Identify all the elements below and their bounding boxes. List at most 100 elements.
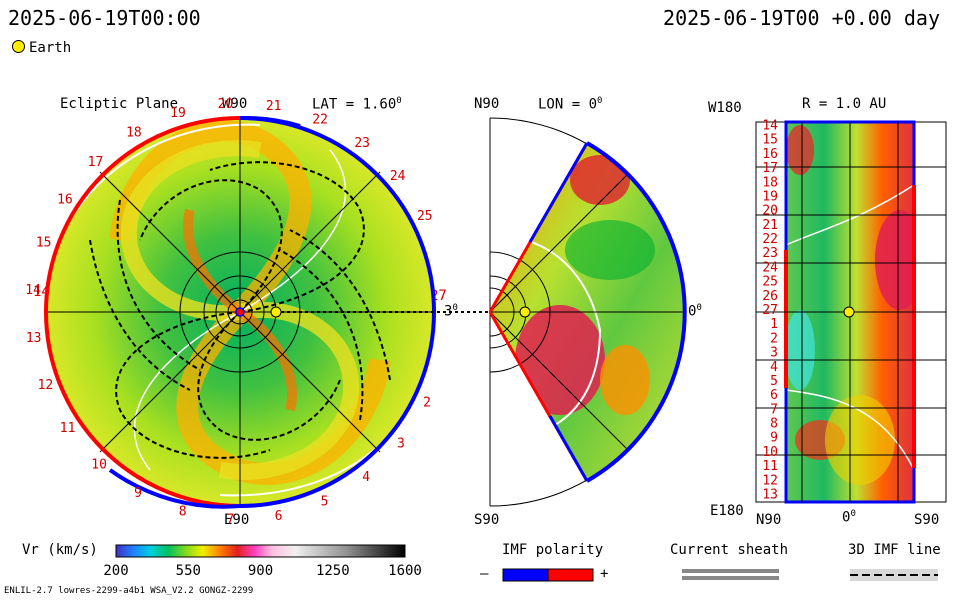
radial-tick-25: 25 <box>762 275 778 290</box>
colorbar-tick-1600: 1600 <box>388 563 422 579</box>
radial-tick-5: 5 <box>770 374 778 389</box>
ecliptic-tick-10: 10 <box>91 458 107 473</box>
imf-line-title: 3D IMF line <box>848 542 941 558</box>
ecliptic-tick-19: 19 <box>170 106 186 121</box>
ecliptic-tick-7: 7 <box>226 512 234 527</box>
imf-polarity-plus: + <box>600 566 609 582</box>
radial-tick-9: 9 <box>770 431 778 446</box>
meridional-top-label: N90 <box>474 96 500 112</box>
colorbar-tick-900: 900 <box>248 563 273 579</box>
ecliptic-spiral-bands <box>59 120 421 497</box>
ecliptic-tick-24: 24 <box>390 169 406 184</box>
colorbar-tick-550: 550 <box>176 563 201 579</box>
radial-tick-7: 7 <box>770 402 778 417</box>
ecliptic-tick-12: 12 <box>38 378 54 393</box>
ecliptic-polarity-arc-positive <box>43 116 241 508</box>
radial-tick-2: 2 <box>770 331 778 346</box>
colorbar-tick-200: 200 <box>103 563 128 579</box>
radial-x-tick-n90: N90 <box>756 512 782 528</box>
radial-tick-16: 16 <box>762 147 778 162</box>
ecliptic-tick-13: 13 <box>26 331 42 346</box>
radial-tick-18: 18 <box>762 175 778 190</box>
radial-tick-23: 23 <box>762 246 778 261</box>
radial-tick-10: 10 <box>762 445 778 460</box>
ecliptic-tick-8: 8 <box>179 505 187 520</box>
vr-colorbar: 200 550 900 1250 1600 <box>103 544 422 579</box>
radial-x-tick-s90: S90 <box>914 512 940 528</box>
imf-polarity-minus: – <box>480 566 489 582</box>
radial-grid <box>756 122 946 502</box>
radial-tick-6: 6 <box>770 388 778 403</box>
radial-tick-21: 21 <box>762 218 778 233</box>
radial-bottom-label: E180 <box>710 503 744 519</box>
radial-tick-12: 12 <box>762 473 778 488</box>
left-timestamp: 2025-06-19T00:00 <box>8 6 201 30</box>
imf-line-legend <box>850 569 938 581</box>
imf-polarity-legend <box>502 568 594 582</box>
radial-tick-17: 17 <box>762 161 778 176</box>
radial-tick-20: 20 <box>762 204 778 219</box>
earth-radial-marker-icon <box>843 306 855 318</box>
ecliptic-tick-18: 18 <box>126 126 142 141</box>
radial-tick-11: 11 <box>762 459 778 474</box>
ecliptic-right-marker: 30 <box>444 303 458 320</box>
meridional-polarity-arc <box>586 141 687 483</box>
ecliptic-lat-label: LAT = 1.600 <box>312 96 402 113</box>
ecliptic-tick-4: 4 <box>362 470 370 485</box>
current-sheath-title: Current sheath <box>670 542 789 558</box>
radial-tick-26: 26 <box>762 289 778 304</box>
ecliptic-tick-15: 15 <box>36 236 52 251</box>
ecliptic-tick-22: 22 <box>312 113 328 128</box>
radial-tick-15: 15 <box>762 133 778 148</box>
ecliptic-title: Ecliptic Plane <box>60 96 179 112</box>
radial-panel: 1415161718192021222324252627123456789101… <box>755 119 947 504</box>
ecliptic-bottom-label: E90 <box>224 512 250 528</box>
ecliptic-tick-17: 17 <box>88 155 104 170</box>
radial-x-tick-0: 00 <box>842 509 856 526</box>
radial-tick-4: 4 <box>770 360 778 375</box>
radial-tick-1: 1 <box>770 317 778 332</box>
meridional-right-label: 00 <box>688 303 702 320</box>
ecliptic-tick-5: 5 <box>321 495 329 510</box>
ecliptic-tick-6: 6 <box>275 509 283 524</box>
earth-ecliptic-marker-icon <box>270 306 282 318</box>
ecliptic-tick-23: 23 <box>354 136 370 151</box>
ecliptic-tick-2: 2 <box>423 396 431 411</box>
earth-marker-icon <box>12 40 25 53</box>
earth-legend-label: Earth <box>29 40 72 56</box>
radial-tick-3: 3 <box>770 346 778 361</box>
radial-title: R = 1.0 AU <box>802 96 887 112</box>
radial-tick-14: 14 <box>762 119 778 134</box>
colorbar-label: Vr (km/s) <box>22 542 98 558</box>
radial-tick-27: 27 <box>762 303 778 318</box>
radial-tick-8: 8 <box>770 417 778 432</box>
radial-tick-13: 13 <box>762 488 778 503</box>
radial-y-ticks: 1415161718192021222324252627123456789101… <box>762 119 778 503</box>
earth-meridional-marker-icon <box>519 306 531 318</box>
right-timestamp: 2025-06-19T00 +0.00 day <box>663 6 940 30</box>
ecliptic-top-label: W90 <box>222 96 248 112</box>
model-footer: ENLIL-2.7 lowres-2299-a4b1 WSA_V2.2 GONG… <box>4 586 254 596</box>
meridional-panel <box>488 117 687 507</box>
ecliptic-tick-9: 9 <box>134 486 142 501</box>
ecliptic-tick-20: 20 <box>218 97 234 112</box>
radial-tick-24: 24 <box>762 260 778 275</box>
earth-legend: Earth <box>12 40 71 56</box>
polarity-negative-swatch <box>502 568 549 582</box>
ecliptic-tick-14: 14 <box>25 283 41 298</box>
sun-marker-icon <box>235 307 245 317</box>
ecliptic-tick-25: 25 <box>417 209 433 224</box>
ecliptic-tick-21: 21 <box>266 99 282 114</box>
meridional-bottom-label: S90 <box>474 512 500 528</box>
ecliptic-tick-11: 11 <box>60 421 76 436</box>
ecliptic-tick-3: 3 <box>397 436 405 451</box>
polarity-positive-swatch <box>547 568 594 582</box>
radial-top-label: W180 <box>708 100 742 116</box>
colorbar-tick-1250: 1250 <box>316 563 350 579</box>
current-sheath-legend <box>682 569 779 580</box>
imf-polarity-title: IMF polarity <box>502 542 604 558</box>
radial-tick-22: 22 <box>762 232 778 247</box>
